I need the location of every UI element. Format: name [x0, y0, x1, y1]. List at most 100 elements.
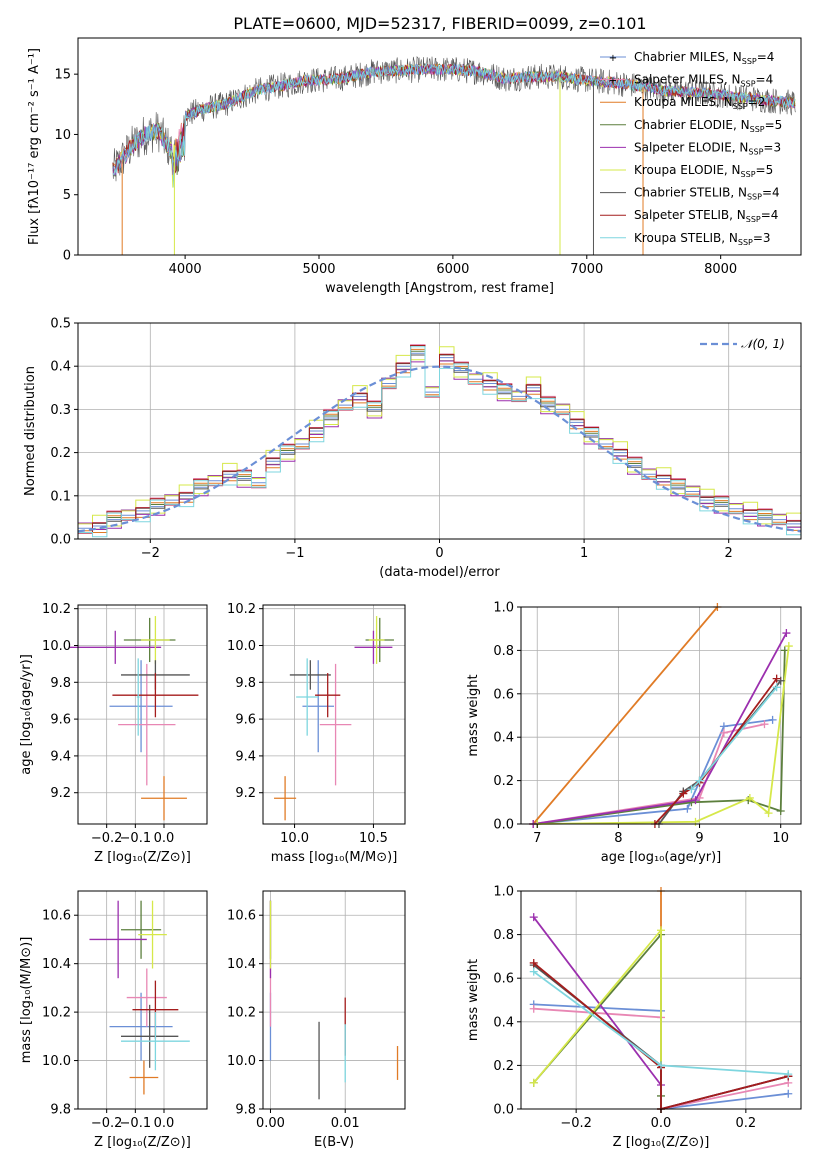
y-tick-label: 0.4	[493, 731, 514, 746]
mass-weight-marker	[768, 715, 777, 724]
axes-frame	[77, 37, 802, 256]
y-tick-label: 9.4	[50, 749, 71, 764]
mass-weight-marker	[764, 809, 773, 818]
legend-label: Kroupa ELODIE, NSSP=5	[634, 163, 773, 179]
y-tick-label: 9.6	[50, 713, 71, 728]
mass-weight-marker	[760, 720, 769, 729]
spectrum-series-line	[112, 63, 796, 176]
x-tick-label: 7000	[570, 262, 603, 277]
plot-area	[69, 616, 199, 821]
y-tick-label: 0.2	[493, 774, 514, 789]
y-tick-label: 9.8	[50, 1103, 71, 1118]
x-tick-label: 8000	[704, 262, 737, 277]
y-tick-label: 9.6	[235, 713, 256, 728]
spectrum-panel: 4000 5000 6000 7000 8000 0 5 10 15 wavelength [An…	[27, 37, 802, 296]
axes-frame	[262, 890, 406, 1110]
x-tick-label: −0.2	[91, 1116, 123, 1131]
mass-weight-marker	[772, 683, 781, 692]
y-tick-label: 0.8	[493, 644, 514, 659]
figure-title: PLATE=0600, MJD=52317, FIBERID=0099, z=0…	[233, 14, 646, 33]
x-tick-label: 0.0	[154, 831, 175, 846]
x-axis-label: Z [log₁₀(Z/Z⊙)]	[94, 1135, 191, 1150]
y-tick-label: 10.0	[227, 639, 256, 654]
legend: + Chabrier MILES, NSSP=4 + Salpeter MILES, …	[600, 50, 782, 247]
x-tick-label: 0.0	[154, 1116, 175, 1131]
x-axis-label: E(B-V)	[314, 1135, 354, 1150]
normal-distribution-curve	[77, 365, 802, 533]
y-tick-label: 10.6	[227, 909, 256, 924]
age-vs-mass-panel: 10.0 10.5 9.2 9.4 9.6 9.8 10.0 10.2 mass [log₁₀(…	[227, 602, 406, 865]
mass-weight-vs-age-panel: 7 8 9 10 0.0 0.2 0.4 0.6 0.8 1.0 age [log₁₀(age/yr…	[466, 601, 802, 865]
y-tick-label: 0.0	[493, 1103, 514, 1118]
spectrum-series-line	[112, 62, 796, 188]
y-tick-label: 0.2	[493, 1059, 514, 1074]
mass-vs-metallicity-panel: −0.2−0.1 0.0 9.8 10.0 10.2 10.4 10.6 Z [log₁₀(Z…	[19, 890, 208, 1150]
spectrum-series-line	[112, 63, 796, 175]
mass-weight-marker	[745, 793, 754, 802]
legend-label: Kroupa MILES, NSSP=2	[634, 95, 765, 111]
legend-label: Salpeter STELIB, NSSP=4	[634, 208, 778, 224]
mass-weight-marker	[529, 967, 538, 976]
y-tick-label: 0.3	[50, 403, 71, 418]
y-tick-label: 10.2	[42, 602, 71, 617]
mass-weight-marker	[687, 798, 696, 807]
mass-weight-marker	[784, 642, 793, 651]
legend-label: 𝒩(0, 1)	[741, 337, 785, 351]
y-tick-label: 10.2	[227, 1006, 256, 1021]
x-tick-label: 0.0	[651, 1116, 672, 1131]
x-axis-label: age [log₁₀(age/yr)]	[601, 850, 722, 865]
y-tick-label: 1.0	[493, 885, 514, 900]
mass-weight-marker	[679, 789, 688, 798]
mass-weight-marker	[691, 796, 700, 805]
y-tick-label: 9.2	[50, 786, 71, 801]
x-tick-label: −0.1	[120, 1116, 152, 1131]
y-tick-label: 0.0	[493, 818, 514, 833]
y-tick-label: 0.8	[493, 928, 514, 943]
histogram-series-step	[78, 348, 801, 533]
mass-vs-ebv-panel: 0.00 0.01 9.8 10.0 10.2 10.4 10.6 E(B-V)	[227, 890, 406, 1150]
x-tick-label: 2	[725, 546, 733, 561]
x-tick-label: −1	[285, 546, 304, 561]
y-tick-label: 15	[54, 68, 71, 83]
plot-area	[89, 900, 190, 1095]
y-tick-label: 9.8	[50, 676, 71, 691]
x-axis-label: mass [log₁₀(M/M⊙)]	[271, 850, 398, 865]
axes-frame	[262, 604, 406, 825]
plot-area	[269, 900, 399, 1100]
y-tick-label: 0	[63, 249, 71, 264]
histogram-series-step	[78, 346, 801, 538]
mass-weight-marker	[784, 1070, 793, 1079]
y-tick-label: 5	[63, 188, 71, 203]
plot-area	[529, 603, 793, 828]
mass-weight-marker	[776, 676, 785, 685]
y-axis-label: Flux [fλ10⁻¹⁷ erg cm⁻² s⁻¹ A⁻¹]	[27, 48, 42, 245]
mass-weight-marker	[529, 1078, 538, 1087]
axes-frame	[77, 604, 208, 825]
plot-area	[77, 344, 802, 538]
mass-weight-marker	[776, 806, 785, 815]
legend-label: Salpeter ELODIE, NSSP=3	[634, 140, 781, 156]
plot-area	[529, 887, 793, 1113]
y-axis-label: mass weight	[466, 959, 481, 1041]
y-tick-label: 10.4	[227, 957, 256, 972]
mass-weight-marker	[529, 1004, 538, 1013]
x-tick-label: 8	[614, 831, 622, 846]
y-tick-label: 10.2	[42, 1006, 71, 1021]
x-axis-label: Z [log₁₀(Z/Z⊙)]	[94, 850, 191, 865]
x-tick-label: 0.01	[331, 1116, 360, 1131]
x-tick-label: 7	[533, 831, 541, 846]
y-tick-label: 10.2	[227, 602, 256, 617]
x-tick-label: −2	[141, 546, 160, 561]
x-tick-label: −0.1	[120, 831, 152, 846]
legend-marker: +	[609, 76, 617, 87]
y-tick-label: 9.8	[235, 1103, 256, 1118]
y-tick-label: 0.1	[50, 489, 71, 504]
plot-area	[274, 616, 394, 821]
legend-label: Salpeter MILES, NSSP=4	[634, 73, 773, 89]
x-tick-label: 0	[435, 546, 443, 561]
mass-weight-marker	[782, 629, 791, 638]
x-axis-label: (data-model)/error	[379, 565, 500, 580]
y-tick-label: 9.4	[235, 749, 256, 764]
mass-weight-marker	[529, 958, 538, 967]
x-tick-label: 9	[695, 831, 703, 846]
